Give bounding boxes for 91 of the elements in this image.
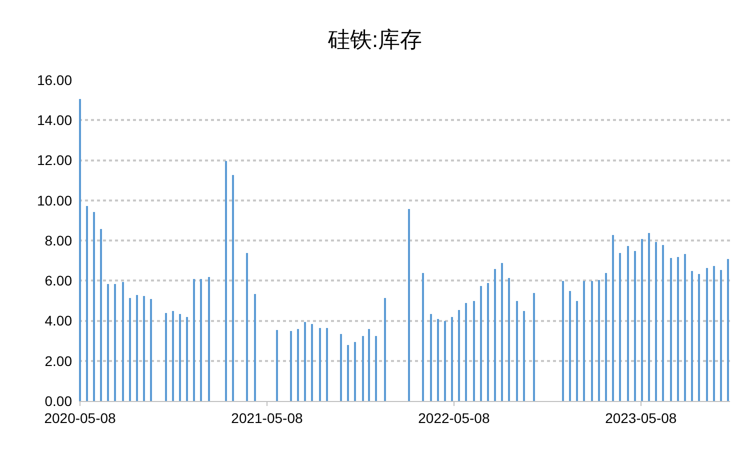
y-tick-label: 10.00: [36, 192, 72, 208]
bar: [276, 330, 278, 401]
bar: [319, 328, 321, 401]
bar: [114, 284, 116, 401]
bar: [698, 274, 700, 401]
bar: [727, 259, 729, 401]
bar: [179, 314, 181, 401]
x-tick-label: 2022-05-08: [418, 410, 490, 426]
bar: [186, 317, 188, 401]
bar: [225, 161, 227, 401]
bar: [655, 242, 657, 401]
bar: [619, 253, 621, 401]
bar: [254, 294, 256, 401]
bar: [362, 336, 364, 401]
x-tick-label: 2020-05-08: [44, 410, 116, 426]
bar: [487, 283, 489, 401]
y-tick-label: 0.00: [44, 392, 72, 409]
bar: [100, 229, 102, 401]
bar: [375, 336, 377, 401]
bar: [720, 270, 722, 401]
bar: [136, 295, 138, 401]
bar: [408, 209, 410, 401]
y-tick-label: 16.00: [36, 72, 72, 88]
bar: [598, 280, 600, 401]
y-tick-label: 14.00: [36, 112, 72, 128]
bar: [129, 298, 131, 401]
bar: [523, 311, 525, 401]
bar: [576, 301, 578, 401]
x-tick-label: 2021-05-08: [231, 410, 303, 426]
bar: [501, 263, 503, 401]
bar: [165, 313, 167, 401]
bar: [465, 303, 467, 401]
bar: [516, 301, 518, 401]
bar: [193, 279, 195, 401]
bar: [713, 266, 715, 401]
bar: [208, 277, 210, 401]
bar: [354, 342, 356, 401]
bar: [494, 269, 496, 401]
bar: [677, 257, 679, 401]
bar: [684, 254, 686, 401]
bar: [79, 99, 81, 401]
bar: [451, 317, 453, 401]
bar: [458, 310, 460, 401]
bar: [122, 282, 124, 401]
bar: [605, 273, 607, 401]
bar: [569, 291, 571, 401]
bar: [430, 314, 432, 401]
bar: [444, 321, 446, 401]
y-tick-label: 6.00: [44, 272, 72, 289]
bar: [562, 281, 564, 401]
bar: [670, 258, 672, 401]
bar: [290, 331, 292, 401]
bar: [634, 251, 636, 401]
bar: [641, 239, 643, 401]
x-tick-label: 2023-05-08: [605, 410, 677, 426]
bar: [648, 233, 650, 401]
bar: [304, 322, 306, 401]
bar: [246, 253, 248, 401]
bar: [612, 235, 614, 401]
bar: [473, 301, 475, 401]
bar: [150, 299, 152, 401]
y-tick-label: 12.00: [36, 152, 72, 168]
bar: [627, 246, 629, 401]
bar: [583, 281, 585, 401]
bar: [437, 319, 439, 401]
bar: [480, 286, 482, 401]
bar: [143, 296, 145, 401]
bar: [297, 329, 299, 401]
chart-title: 硅铁:库存: [326, 26, 422, 52]
bar: [422, 273, 424, 401]
bar: [508, 278, 510, 401]
bar: [86, 206, 88, 401]
y-tick-label: 2.00: [44, 352, 72, 369]
bar: [368, 329, 370, 401]
bar: [172, 311, 174, 401]
bar: [706, 268, 708, 401]
bar: [691, 271, 693, 401]
bar: [384, 298, 386, 401]
y-tick-label: 4.00: [44, 312, 72, 329]
bar: [93, 212, 95, 401]
y-tick-label: 8.00: [44, 232, 72, 248]
bar: [533, 293, 535, 401]
bar: [107, 284, 109, 401]
bar: [326, 328, 328, 401]
bar: [200, 279, 202, 401]
bar: [347, 345, 349, 401]
bar: [591, 281, 593, 401]
bar: [662, 245, 664, 401]
bar: [340, 334, 342, 401]
bar: [311, 324, 313, 401]
bar: [232, 175, 234, 401]
